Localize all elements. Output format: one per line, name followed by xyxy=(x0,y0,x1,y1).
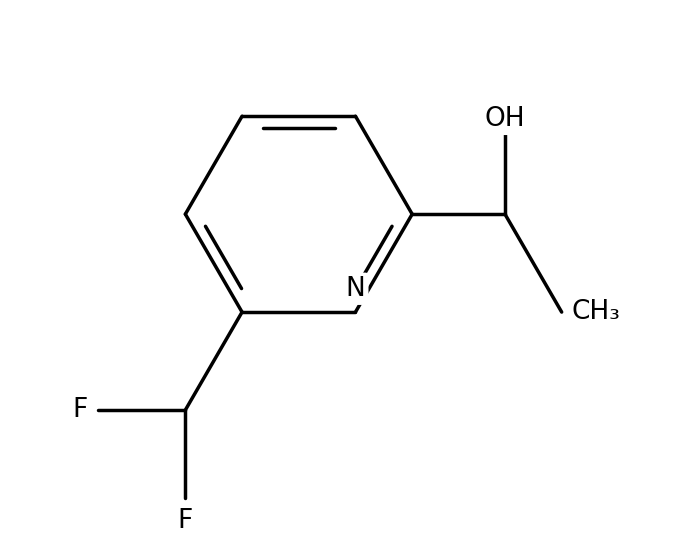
Text: OH: OH xyxy=(485,106,525,132)
Text: F: F xyxy=(177,508,193,534)
Text: F: F xyxy=(72,397,88,423)
Text: N: N xyxy=(345,276,365,302)
Text: CH₃: CH₃ xyxy=(572,299,621,325)
